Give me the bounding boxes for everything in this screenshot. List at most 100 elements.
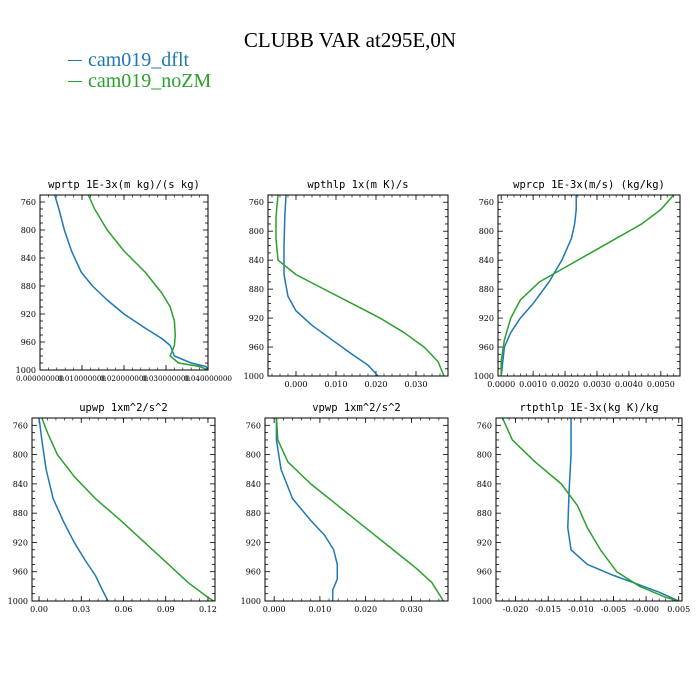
y-tick-label: 1000: [16, 366, 36, 375]
legend-swatch-nozm: [68, 81, 82, 82]
x-tick-label: 0.000: [285, 380, 308, 389]
series-line-cam019_noZM: [501, 418, 679, 601]
series-line-cam019_dflt: [567, 418, 680, 601]
series-line-cam019_dflt: [53, 195, 208, 370]
y-tick-label: 840: [249, 256, 264, 265]
figure-title: CLUBB VAR at295E,0N: [243, 28, 457, 52]
plot-frame: [495, 417, 683, 602]
y-tick-label: 920: [249, 314, 264, 323]
legend-label-dflt: cam019_dflt: [88, 49, 190, 71]
x-tick-label: 0.0000: [487, 380, 515, 389]
y-tick-label: 1000: [244, 372, 264, 381]
series-line-cam019_dflt: [275, 418, 339, 601]
plot-frame: [264, 417, 449, 602]
series-line-cam019_noZM: [41, 418, 214, 601]
series-line-cam019_noZM: [87, 195, 208, 370]
y-tick-label: 920: [477, 538, 492, 547]
x-tick-label: 0.03: [72, 605, 90, 614]
x-tick-label: -0.000: [633, 605, 659, 614]
series-line-cam019_noZM: [500, 195, 675, 376]
x-tick-label: 0.020000000: [100, 374, 148, 383]
panel-title: rtpthlp 1E-3x(kg K)/kg: [519, 402, 658, 414]
x-tick-label: 0.0040: [615, 380, 643, 389]
y-tick-label: 800: [477, 451, 492, 460]
panel-0: wprtp 1E-3x(m kg)/(s kg) 760 800 840 880 920 9…: [16, 179, 233, 383]
x-tick-label: 0.0010: [519, 380, 547, 389]
y-tick-label: 880: [13, 509, 28, 518]
x-tick-label: 0.030: [405, 380, 428, 389]
series-line-cam019_dflt: [38, 418, 109, 601]
x-tick-label: 0.005: [667, 605, 690, 614]
y-tick-label: 800: [249, 227, 264, 236]
y-tick-label: 840: [21, 254, 36, 263]
y-tick-label: 840: [246, 480, 261, 489]
y-tick-label: 1000: [472, 597, 492, 606]
y-tick-label: 880: [21, 282, 36, 291]
y-tick-label: 1000: [8, 597, 28, 606]
series-line-cam019_noZM: [275, 418, 445, 601]
y-tick-label: 960: [249, 343, 264, 352]
plot-frame: [39, 194, 209, 371]
panel-1: wpthlp 1x(m K)/s 760 800 840 880 920 960 1000 0.…: [244, 179, 449, 389]
x-tick-label: 0.09: [157, 605, 175, 614]
y-tick-label: 960: [479, 343, 494, 352]
y-tick-label: 840: [477, 480, 492, 489]
y-tick-label: 920: [21, 310, 36, 319]
y-tick-label: 880: [249, 285, 264, 294]
y-tick-label: 760: [479, 198, 494, 207]
legend-label-nozm: cam019_noZM: [88, 70, 212, 92]
panel-2: wprcp 1E-3x(m/s) (kg/kg) 760 800 840 880 920 9…: [474, 179, 681, 389]
legend-item-dflt: cam019_dflt: [68, 50, 211, 71]
x-tick-label: 0.020: [354, 605, 377, 614]
y-tick-label: 840: [479, 256, 494, 265]
y-tick-label: 760: [246, 421, 261, 430]
y-tick-label: 800: [246, 451, 261, 460]
x-tick-label: 0.020: [365, 380, 388, 389]
y-tick-label: 840: [13, 480, 28, 489]
panel-title: upwp 1xm^2/s^2: [79, 402, 168, 414]
y-tick-label: 960: [21, 338, 36, 347]
x-tick-label: 0.0030: [583, 380, 611, 389]
y-tick-label: 920: [13, 538, 28, 547]
y-tick-label: 800: [479, 227, 494, 236]
x-tick-label: 0.030: [400, 605, 423, 614]
y-tick-label: 920: [479, 314, 494, 323]
series-line-cam019_dflt: [283, 195, 379, 376]
y-tick-label: 960: [246, 568, 261, 577]
y-tick-label: 880: [246, 509, 261, 518]
y-tick-label: 760: [477, 421, 492, 430]
y-tick-label: 800: [21, 226, 36, 235]
y-tick-label: 760: [21, 198, 36, 207]
x-tick-label: 0.00: [30, 605, 48, 614]
panel-5: rtpthlp 1E-3x(kg K)/kg 760 800 840 880 920 960…: [472, 402, 691, 614]
panel-title: vpwp 1xm^2/s^2: [312, 402, 401, 414]
x-tick-label: 0.12: [199, 605, 217, 614]
legend-swatch-dflt: [68, 60, 82, 61]
x-tick-label: 0.010: [325, 380, 348, 389]
x-tick-label: 0.000000000: [16, 374, 64, 383]
series-line-cam019_dflt: [500, 195, 577, 376]
x-tick-label: 0.010000000: [58, 374, 106, 383]
x-tick-label: 0.040000000: [184, 374, 232, 383]
plot-frame: [267, 194, 449, 377]
x-tick-label: 0.030000000: [142, 374, 190, 383]
x-tick-label: 0.0050: [647, 380, 675, 389]
panel-title: wprcp 1E-3x(m/s) (kg/kg): [513, 179, 665, 191]
panel-title: wprtp 1E-3x(m kg)/(s kg): [48, 179, 200, 191]
y-tick-label: 960: [477, 568, 492, 577]
legend-item-nozm: cam019_noZM: [68, 71, 211, 92]
plot-frame: [31, 417, 216, 602]
x-tick-label: 0.010: [308, 605, 331, 614]
y-tick-label: 760: [249, 198, 264, 207]
panel-4: vpwp 1xm^2/s^2 760 800 840 880 920 960 10000.00…: [241, 402, 449, 614]
y-tick-label: 1000: [241, 597, 261, 606]
x-tick-label: 0.06: [115, 605, 133, 614]
x-tick-label: 0.000: [263, 605, 286, 614]
y-tick-label: 800: [13, 451, 28, 460]
x-tick-label: 0.0020: [551, 380, 579, 389]
y-tick-label: 880: [479, 285, 494, 294]
y-tick-label: 880: [477, 509, 492, 518]
y-tick-label: 760: [13, 421, 28, 430]
x-tick-label: -0.010: [568, 605, 594, 614]
